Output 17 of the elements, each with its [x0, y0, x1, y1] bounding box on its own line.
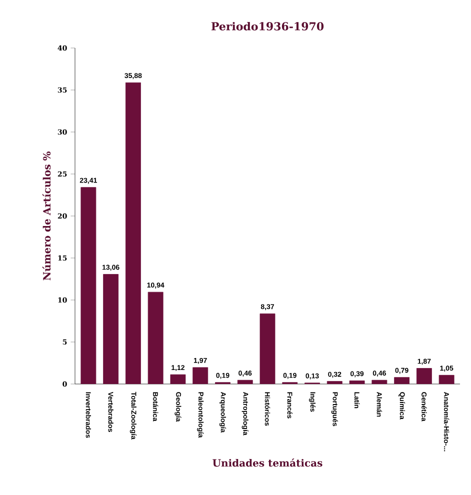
bar [237, 380, 253, 384]
bar [394, 377, 410, 384]
y-axis-title: Número de Artículos % [42, 151, 51, 280]
bar [192, 367, 208, 384]
bar [438, 374, 454, 384]
bar [326, 381, 342, 384]
bar [170, 374, 186, 384]
x-axis-title: Unidades temáticas [212, 458, 322, 467]
bar [372, 380, 388, 384]
bar [80, 187, 96, 384]
bar [103, 274, 119, 384]
bar [416, 368, 432, 384]
bar [148, 292, 164, 384]
chart-title: Periodo1936-1970 [211, 22, 324, 30]
bar [349, 380, 365, 384]
bar [260, 313, 276, 384]
bar [126, 82, 141, 384]
